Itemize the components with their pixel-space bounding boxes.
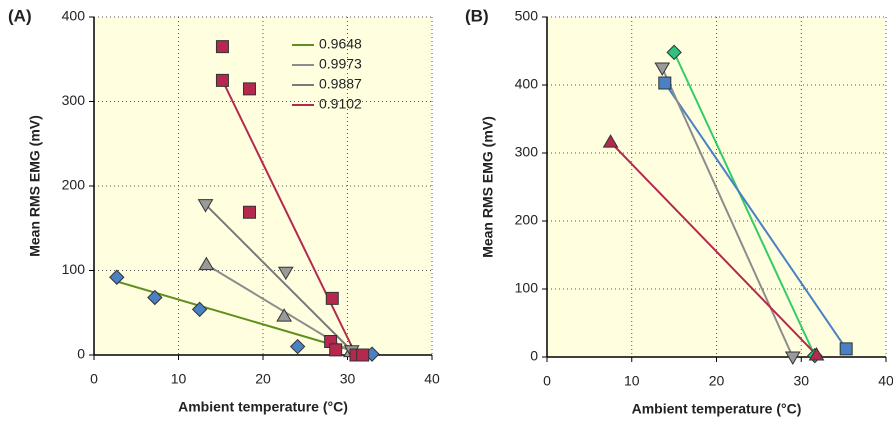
point xyxy=(277,266,294,281)
fit-line xyxy=(663,82,847,350)
y-axis-label: Mean RMS EMG (mV) xyxy=(27,115,43,257)
x-tick-label: 40 xyxy=(878,373,893,389)
fit-line xyxy=(673,51,816,357)
x-axis-label: Ambient temperature (°C) xyxy=(178,399,348,415)
point xyxy=(602,134,619,148)
point xyxy=(197,199,214,213)
panel-label: (A) xyxy=(8,6,32,25)
point xyxy=(242,205,256,219)
x-tick-label: 0 xyxy=(90,371,98,387)
point xyxy=(215,73,229,87)
point xyxy=(191,301,208,318)
panel-label: (B) xyxy=(465,6,489,25)
legend-label: 0.9973 xyxy=(319,56,362,72)
point xyxy=(109,269,125,285)
y-tick-label: 0 xyxy=(77,346,85,362)
y-axis-label: Mean RMS EMG (mV) xyxy=(480,116,496,258)
point xyxy=(215,40,229,54)
point xyxy=(198,256,215,271)
y-tick-label: 100 xyxy=(515,280,539,296)
y-tick-label: 0 xyxy=(530,348,538,364)
x-tick-label: 10 xyxy=(624,373,640,389)
x-axis-label: Ambient temperature (°C) xyxy=(632,401,802,417)
point xyxy=(654,62,671,76)
point xyxy=(808,346,825,361)
legend-label: 0.9887 xyxy=(319,76,362,92)
x-tick-label: 20 xyxy=(255,371,271,387)
y-tick-label: 200 xyxy=(515,212,539,228)
y-tick-label: 500 xyxy=(515,8,539,24)
fit-line xyxy=(221,79,357,356)
y-tick-label: 400 xyxy=(515,76,539,92)
point xyxy=(666,44,682,61)
legend-label: 0.9648 xyxy=(319,36,362,52)
point xyxy=(658,76,672,90)
x-tick-label: 30 xyxy=(340,371,356,387)
point xyxy=(325,291,339,305)
x-tick-label: 40 xyxy=(424,371,440,387)
y-tick-label: 100 xyxy=(62,261,86,277)
legend-label: 0.9102 xyxy=(319,96,362,112)
point xyxy=(276,308,292,322)
x-tick-label: 10 xyxy=(171,371,187,387)
x-tick-label: 30 xyxy=(793,373,809,389)
y-tick-label: 400 xyxy=(62,8,86,24)
point xyxy=(839,342,853,356)
point xyxy=(147,289,163,306)
y-tick-label: 300 xyxy=(62,92,86,108)
fit-line xyxy=(609,141,818,356)
x-tick-label: 0 xyxy=(543,373,551,389)
point xyxy=(242,82,256,96)
y-tick-label: 200 xyxy=(62,177,86,193)
point xyxy=(784,351,801,365)
point xyxy=(329,343,343,357)
fit-line xyxy=(204,203,357,356)
y-tick-label: 300 xyxy=(515,144,539,160)
point xyxy=(289,338,306,355)
x-tick-label: 20 xyxy=(709,373,725,389)
point xyxy=(356,348,370,362)
